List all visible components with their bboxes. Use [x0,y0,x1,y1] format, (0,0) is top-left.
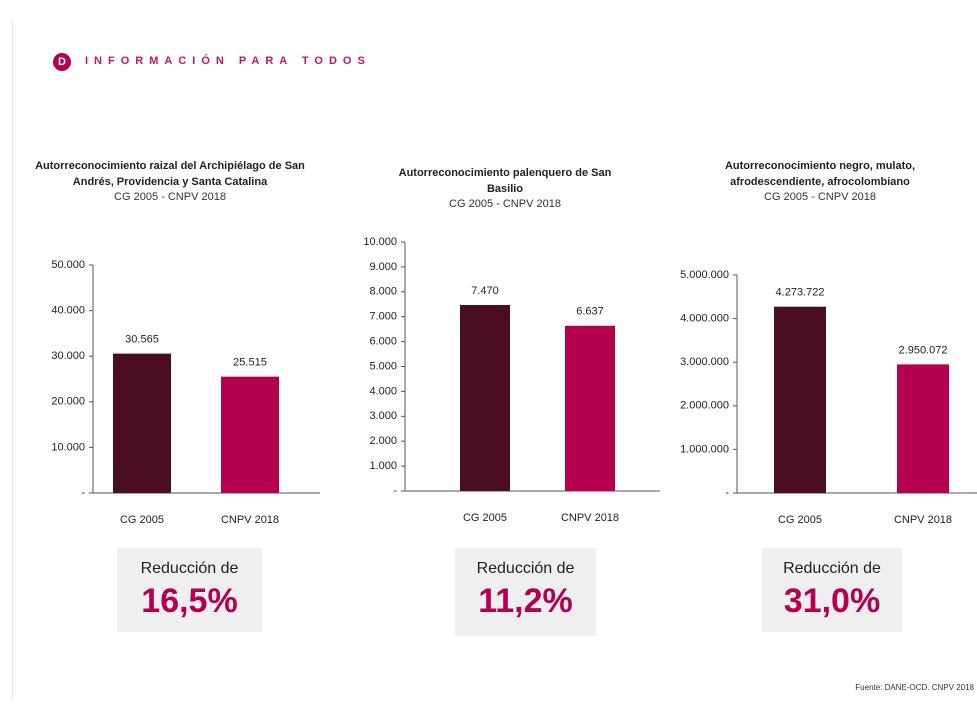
chart-title-block: Autorreconocimiento palenquero de San Ba… [380,165,630,212]
y-tick-label: 3.000 [369,410,397,422]
left-rule [12,20,13,700]
y-tick-label: 5.000.000 [680,269,729,281]
bar [113,353,171,493]
logo: D [53,53,71,71]
y-tick-label: 7.000 [369,311,397,323]
chart-subtitle: CG 2005 - CNPV 2018 [449,198,561,210]
reduction-box: Reducción de 16,5% [117,548,262,632]
y-tick-label: 2.000 [369,435,397,447]
reduction-value: 11,2% [478,582,573,620]
y-tick-label: 30.000 [51,350,85,362]
bar [774,306,826,493]
reduction-label: Reducción de [783,560,881,577]
value-label: 6.637 [576,306,604,318]
bar [221,376,279,493]
chart-title-block: Autorreconocimiento raizal del Archipiél… [35,158,305,205]
y-tick-label: 9.000 [369,261,397,273]
y-tick-label: 5.000 [369,360,397,372]
y-tick-label: 8.000 [369,286,397,298]
x-tick-label: CNPV 2018 [894,514,952,526]
value-label: 2.950.072 [899,344,948,356]
chart-title: Autorreconocimiento negro, mulato, afrod… [724,160,916,188]
y-tick-label: 50.000 [51,259,85,271]
chart-subtitle: CG 2005 - CNPV 2018 [764,191,876,203]
reduction-label: Reducción de [476,560,575,577]
y-tick-label: 3.000.000 [680,356,729,368]
value-label: 25.515 [233,357,267,369]
value-label: 7.470 [471,285,499,297]
y-tick-label: 20.000 [51,396,85,408]
y-tick-label: - [81,487,85,499]
x-tick-label: CG 2005 [778,514,822,526]
x-tick-label: CG 2005 [463,512,507,524]
reduction-box: Reducción de 31,0% [762,548,902,632]
bar [565,325,615,491]
y-tick-label: 1.000.000 [680,443,729,455]
bar [460,304,510,491]
x-tick-label: CNPV 2018 [561,512,619,524]
y-tick-label: 4.000.000 [680,313,729,325]
value-label: 30.565 [125,334,159,346]
reduction-value: 31,0% [783,582,881,620]
source: Fuente: DANE-OCD. CNPV 2018 [855,683,974,692]
y-tick-label: - [393,485,397,497]
x-tick-label: CNPV 2018 [221,514,279,526]
y-tick-label: 2.000.000 [680,400,729,412]
y-tick-label: 10.000 [51,441,85,453]
reduction-box: Reducción de 11,2% [455,548,596,636]
chart-title-block: Autorreconocimiento negro, mulato, afrod… [695,158,945,205]
y-tick-label: 40.000 [51,305,85,317]
y-tick-label: 4.000 [369,385,397,397]
y-tick-label: - [725,487,729,499]
header-title: INFORMACIÓN PARA TODOS [85,55,371,67]
bar [897,364,949,493]
reduction-label: Reducción de [140,560,239,577]
y-tick-label: 1.000 [369,460,397,472]
chart-title: Autorreconocimiento raizal del Archipiél… [35,160,305,188]
y-tick-label: 6.000 [369,336,397,348]
value-label: 4.273.722 [776,287,825,299]
x-tick-label: CG 2005 [120,514,164,526]
y-tick-label: 10.000 [363,236,397,248]
reduction-value: 16,5% [141,582,238,620]
chart-title: Autorreconocimiento palenquero de San Ba… [398,167,612,195]
chart-subtitle: CG 2005 - CNPV 2018 [114,191,226,203]
